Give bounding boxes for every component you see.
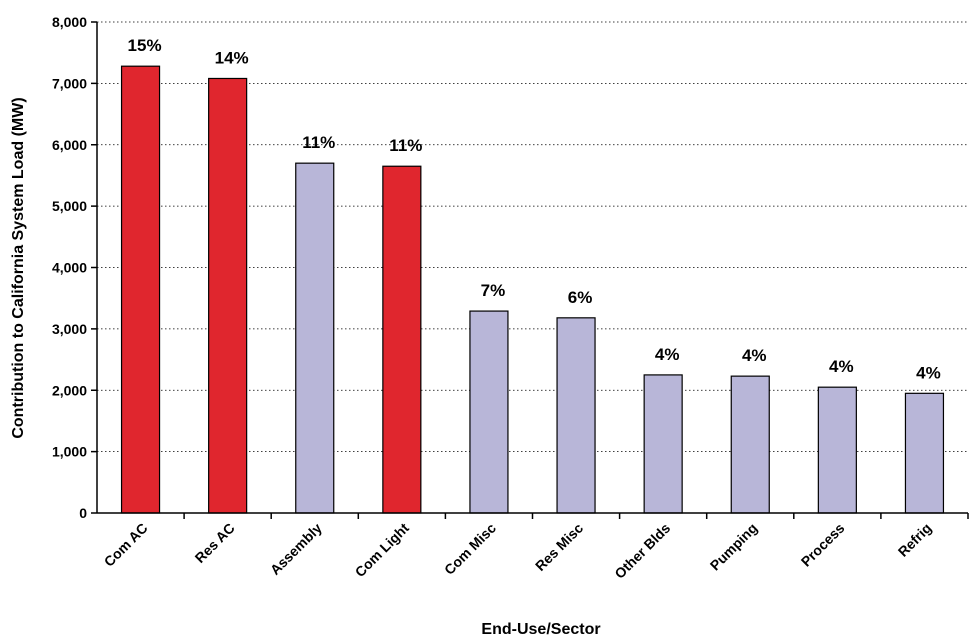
bars [120,65,945,514]
y-tick-label: 1,000 [52,444,87,460]
y-tick-label: 0 [79,505,87,521]
bar-com-misc [469,310,509,514]
x-tick-labels: Com AC Res AC Assembly Com Light Com Misc Res… [101,520,935,582]
x-tick-label: Res Misc [532,520,586,574]
y-tick-labels: 0 1,000 2,000 3,000 4,000 5,000 6,000 7,000 8,00… [52,14,87,521]
bar-refrig [904,392,945,514]
data-labels: 15% 14% 11% 11% 7% 6% 4% 4% 4% 4% [128,36,941,382]
data-label: 6% [568,288,593,307]
x-tick-label: Com AC [101,520,151,570]
data-label: 14% [215,48,249,67]
x-tick-label: Com Misc [441,520,499,578]
bar-res-ac [208,77,248,514]
bar-assembly [295,162,335,514]
data-label: 4% [829,357,854,376]
y-tick-label: 2,000 [52,382,87,398]
data-label: 15% [128,36,162,55]
data-label: 11% [302,133,335,152]
y-axis-title: Contribution to California System Load (… [10,97,27,438]
y-tick-label: 5,000 [52,198,87,214]
data-label: 4% [742,346,767,365]
bar-com-light [382,165,422,514]
axes [91,21,969,519]
data-label: 4% [916,363,941,382]
bar-other-blds [643,374,683,514]
bar-pumping [730,375,770,514]
x-tick-label: Com Light [352,520,412,580]
x-tick-label: Assembly [267,520,325,578]
x-tick-label: Pumping [707,520,761,574]
x-axis-title: End-Use/Sector [481,621,600,638]
bar-com-ac [120,65,161,514]
data-label: 7% [481,281,506,300]
x-tick-label: Refrig [895,520,935,560]
x-tick-label: Process [798,520,848,570]
y-tick-label: 8,000 [52,14,87,30]
y-tick-label: 6,000 [52,137,87,153]
bar-res-misc [556,317,596,514]
data-label: 4% [655,345,680,364]
x-tick-label: Res AC [192,520,238,566]
y-tick-label: 3,000 [52,321,87,337]
x-tick-label: Other Blds [611,520,673,582]
y-tick-label: 7,000 [52,75,87,91]
y-tick-label: 4,000 [52,260,87,276]
data-label: 11% [389,136,422,155]
bar-process [817,386,857,514]
